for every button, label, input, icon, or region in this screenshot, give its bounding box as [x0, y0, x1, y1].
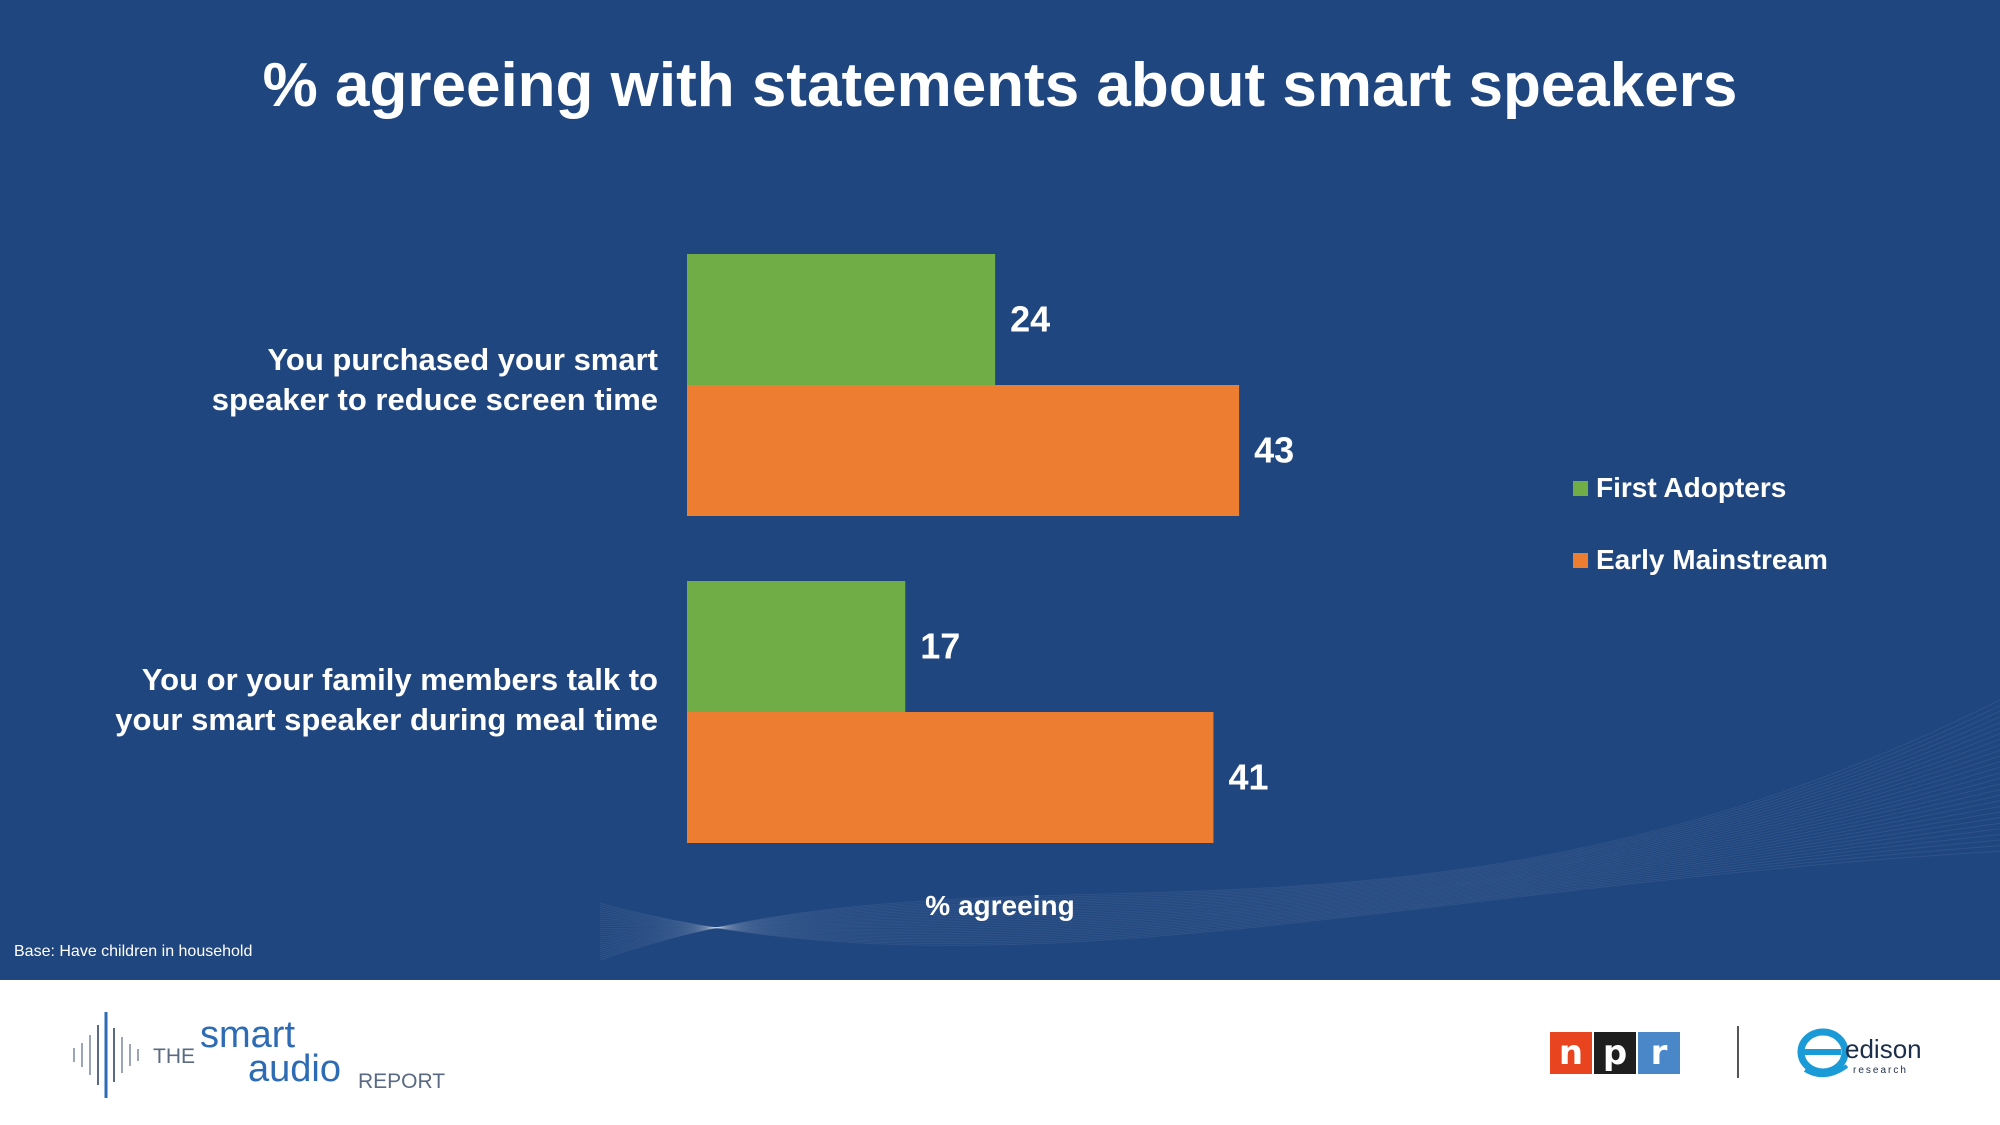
- data-label-early-mainstream-1: 41: [1228, 757, 1268, 798]
- soundwave-icon: [73, 1012, 139, 1098]
- data-label-first-adopters-1: 17: [920, 626, 960, 667]
- edison-e-icon: [1797, 1028, 1849, 1076]
- npr-letter-r: r: [1638, 1032, 1680, 1074]
- wave-line: [599, 805, 2000, 933]
- wave-line: [599, 749, 2000, 942]
- legend-label-first-adopters: First Adopters: [1596, 472, 1787, 503]
- sar-smart-text: smart: [200, 1014, 295, 1056]
- wave-line: [599, 761, 2000, 938]
- smart-audio-report-logo: THE smart audio REPORT: [70, 1010, 450, 1100]
- wave-line: [599, 822, 2000, 938]
- wave-line: [599, 766, 2000, 936]
- bar-first-adopters-1: [687, 581, 906, 712]
- wave-line: [599, 699, 2000, 961]
- category-label-1: You or your family members talk to your …: [18, 660, 658, 740]
- wave-line: [599, 833, 2000, 941]
- wave-line: [599, 850, 2000, 946]
- wave-line: [599, 772, 2000, 934]
- npr-logo: n p r: [1550, 1032, 1682, 1074]
- legend-label-early-mainstream: Early Mainstream: [1596, 544, 1828, 575]
- category-label-1-line-1: You or your family members talk to: [141, 662, 658, 697]
- data-label-first-adopters-0: 24: [1010, 299, 1050, 340]
- npr-letter-p: p: [1594, 1032, 1636, 1074]
- edison-sub-text: research: [1853, 1065, 1908, 1076]
- wave-line: [599, 744, 2000, 944]
- wave-line: [599, 789, 2000, 929]
- wave-line: [599, 755, 2000, 940]
- category-label-0-line-1: You purchased your smart: [267, 342, 658, 377]
- slide-background: % agreeing with statements about smart s…: [0, 0, 2000, 980]
- category-label-1-line-2: your smart speaker during meal time: [115, 702, 658, 737]
- decorative-wave-lines: [599, 699, 2000, 961]
- wave-line: [599, 811, 2000, 935]
- legend-swatch-first-adopters: [1573, 480, 1588, 496]
- wave-line: [599, 828, 2000, 940]
- logo-divider: [1737, 1026, 1739, 1078]
- wave-line: [599, 721, 2000, 953]
- bars-area: 24 43 17 41: [687, 254, 1294, 843]
- wave-line: [599, 733, 2000, 948]
- wave-line: [599, 794, 2000, 930]
- data-label-early-mainstream-0: 43: [1254, 430, 1294, 471]
- sar-the-text: THE: [153, 1045, 195, 1068]
- legend-swatch-early-mainstream: [1573, 552, 1588, 568]
- wave-line: [599, 738, 2000, 946]
- wave-line: [599, 800, 2000, 932]
- wave-line: [599, 777, 2000, 932]
- category-label-0: You purchased your smart speaker to redu…: [18, 340, 658, 420]
- wave-line: [599, 710, 2000, 957]
- bar-early-mainstream-0: [687, 385, 1240, 516]
- wave-line: [599, 727, 2000, 950]
- npr-letter-n: n: [1550, 1032, 1592, 1074]
- bar-first-adopters-0: [687, 254, 996, 385]
- wave-line: [599, 845, 2000, 945]
- x-axis-label: % agreeing: [925, 890, 1075, 921]
- legend: First Adopters Early Mainstream: [1573, 470, 1828, 614]
- category-label-0-line-2: speaker to reduce screen time: [211, 382, 658, 417]
- wave-line: [599, 783, 2000, 929]
- sar-audio-text: audio: [248, 1048, 341, 1090]
- wave-line: [599, 817, 2000, 936]
- base-footnote: Base: Have children in household: [14, 943, 253, 960]
- legend-item-first-adopters: First Adopters: [1573, 470, 1828, 506]
- chart-title: % agreeing with statements about smart s…: [262, 51, 1738, 120]
- edison-research-logo: edison research: [1797, 1028, 1922, 1078]
- legend-item-early-mainstream: Early Mainstream: [1573, 542, 1828, 578]
- edison-name-text: edison: [1845, 1034, 1922, 1064]
- wave-line: [599, 839, 2000, 943]
- sar-report-text: REPORT: [358, 1070, 446, 1093]
- wave-line: [599, 716, 2000, 955]
- bar-chart: 24 43 17 41 You purchased your smart speake…: [18, 254, 1294, 921]
- bar-early-mainstream-1: [687, 712, 1214, 843]
- wave-line: [599, 705, 2000, 959]
